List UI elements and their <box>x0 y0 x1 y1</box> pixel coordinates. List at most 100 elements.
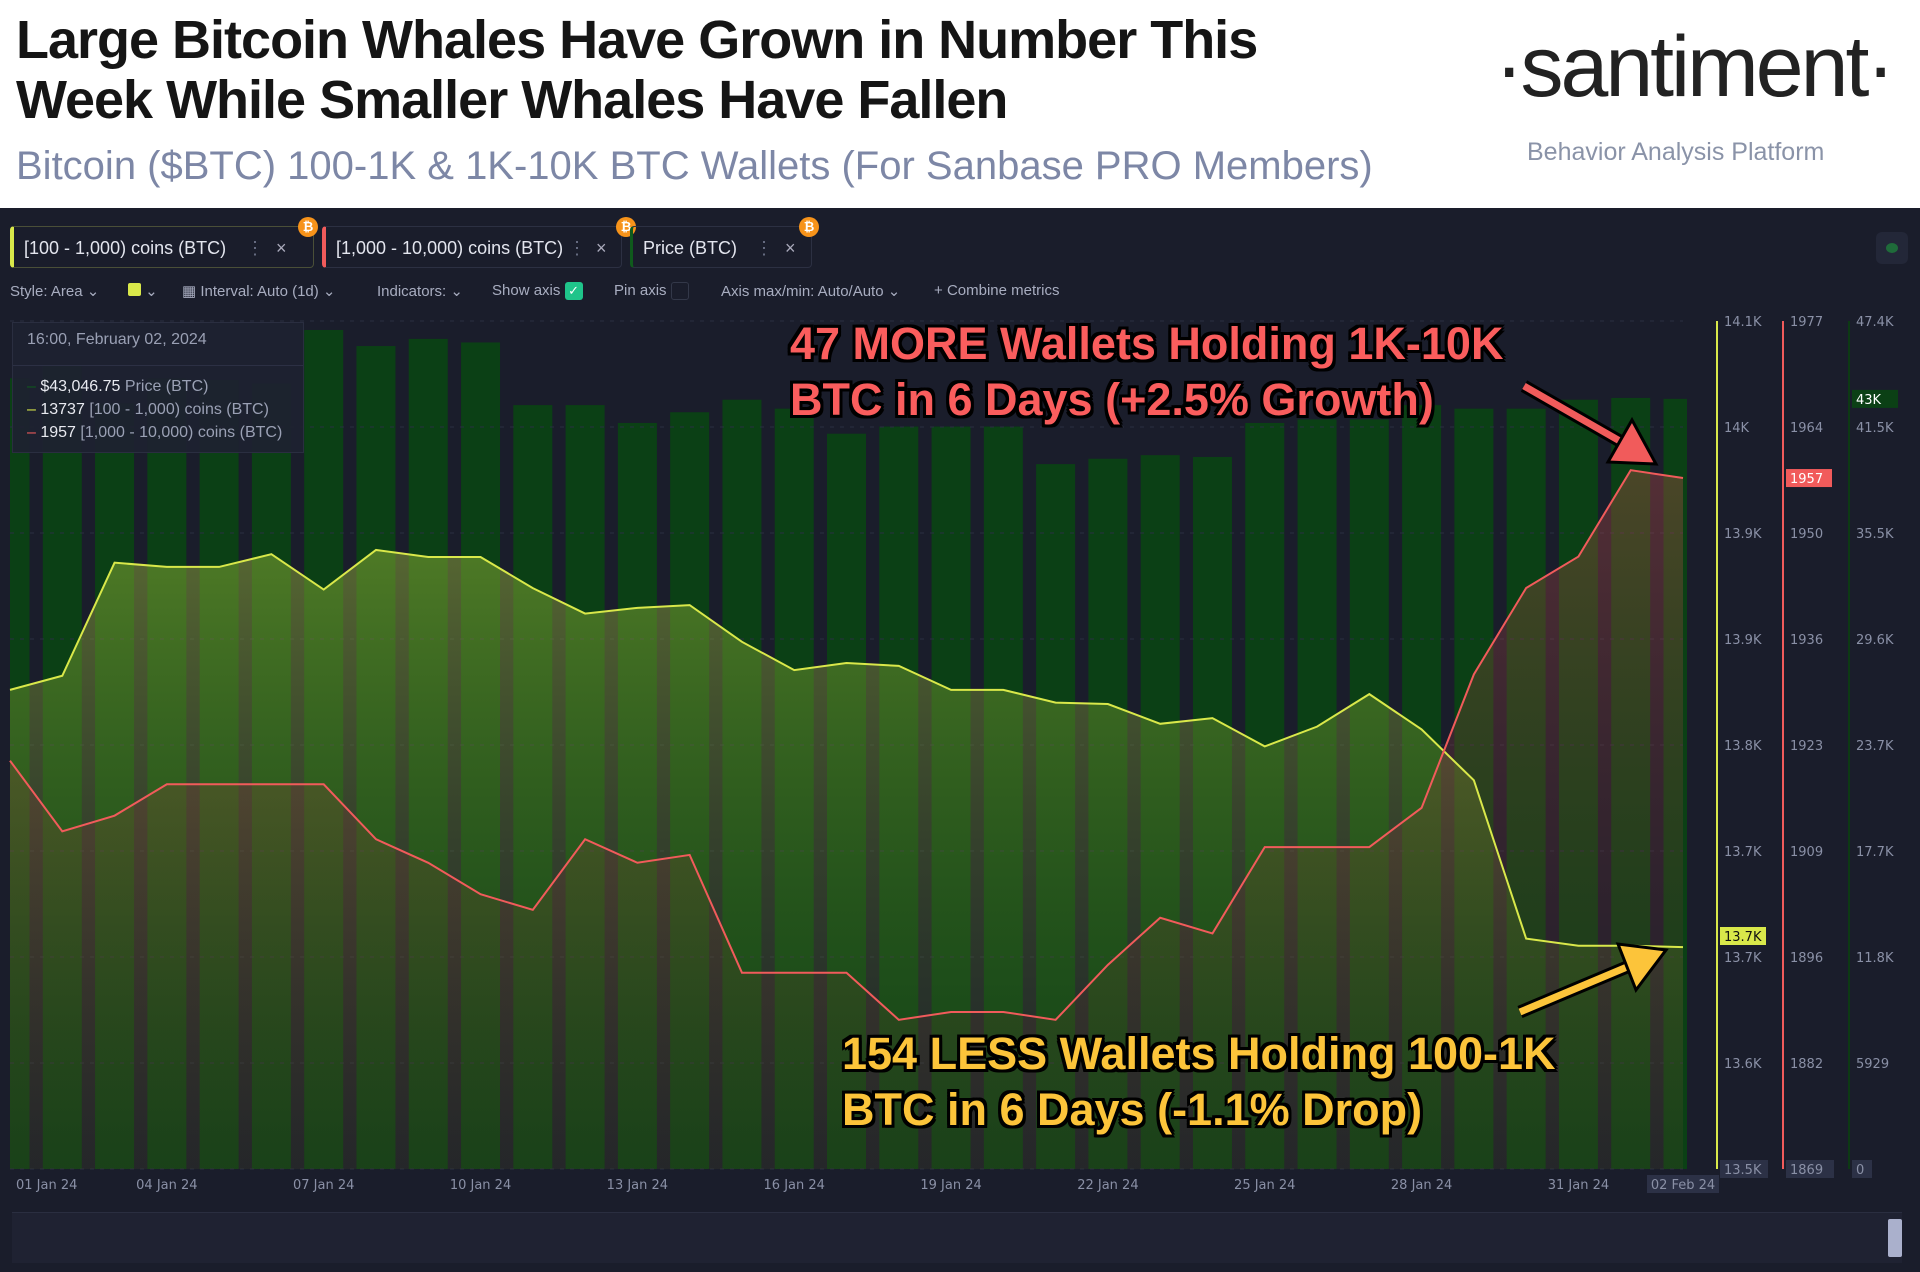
annotation-small-whales: 154 LESS Wallets Holding 100-1K BTC in 6 … <box>842 1028 1556 1135</box>
page-subtitle: Bitcoin ($BTC) 100-1K & 1K-10K BTC Walle… <box>16 144 1373 188</box>
x-tick-label: 28 Jan 24 <box>1391 1178 1452 1193</box>
chart-tooltip: 16:00, February 02, 2024 – $43,046.75 Pr… <box>12 322 304 453</box>
axis-tick-label: 1964 <box>1790 421 1823 436</box>
axis-tick-label: 13.6K <box>1724 1057 1762 1072</box>
price-bar <box>251 383 291 1169</box>
x-tick-label: 07 Jan 24 <box>293 1178 354 1193</box>
x-tick-label: 10 Jan 24 <box>450 1178 511 1193</box>
pin-axis-toggle[interactable]: Pin axis <box>614 282 689 301</box>
tooltip-row-price: – $43,046.75 Price (BTC) <box>27 378 209 395</box>
status-button[interactable] <box>1876 232 1908 264</box>
price-bar <box>513 405 553 1170</box>
more-options-icon[interactable]: ⋮ <box>246 238 264 258</box>
axis-tick-label: 1909 <box>1790 845 1823 860</box>
price-bar <box>95 403 135 1169</box>
calendar-icon: ▦ <box>182 283 197 300</box>
close-icon[interactable]: × <box>276 238 287 258</box>
divider <box>13 365 303 366</box>
x-tick-label: 16 Jan 24 <box>764 1178 825 1193</box>
tab-metric-100-1000[interactable]: [100 - 1,000) coins (BTC) ⋮ × ₿ <box>10 217 318 268</box>
price-bar <box>356 346 396 1170</box>
axis-current-label: 1957 <box>1790 472 1823 487</box>
x-tick-label: 31 Jan 24 <box>1548 1178 1609 1193</box>
show-axis-toggle[interactable]: Show axis ✓ <box>492 282 583 300</box>
navigator-handle[interactable] <box>1888 1219 1902 1257</box>
close-icon[interactable]: × <box>785 238 796 258</box>
combine-metrics-button[interactable]: + Combine metrics <box>934 282 1060 299</box>
tab-metric-1000-10000[interactable]: [1,000 - 10,000) coins (BTC) ⋮ × ₿ <box>322 217 636 268</box>
price-bar <box>147 378 187 1170</box>
bitcoin-icon: ₿ <box>298 217 318 237</box>
large-whales-line <box>9 469 1684 1021</box>
x-tick-label: 25 Jan 24 <box>1234 1178 1295 1193</box>
more-options-icon[interactable]: ⋮ <box>755 238 773 258</box>
axis-current-badge <box>1852 389 1898 408</box>
axis-min-bg <box>1852 1160 1872 1178</box>
axis-tick-label: 1896 <box>1790 951 1823 966</box>
title-line-2: Week While Smaller Whales Have Fallen <box>16 70 1008 130</box>
santiment-logo: ·santiment· <box>1494 19 1895 115</box>
tab-label: [1,000 - 10,000) coins (BTC) <box>336 238 564 258</box>
x-tick-highlight <box>1647 1175 1719 1193</box>
status-dot-icon <box>1886 243 1898 253</box>
checkbox-checked-icon[interactable]: ✓ <box>564 282 583 300</box>
axis-min-bg <box>1786 1160 1834 1178</box>
price-bar <box>10 378 30 1170</box>
tooltip-date: 16:00, February 02, 2024 <box>27 331 207 348</box>
tooltip-row-1000-10000: – 1957 [1,000 - 10,000) coins (BTC) <box>27 424 283 441</box>
axis-tick-label: 13.9K <box>1724 633 1762 648</box>
close-icon[interactable]: × <box>596 238 607 258</box>
axis-tick-label: 23.7K <box>1856 739 1894 754</box>
axis-tick-label: 29.6K <box>1856 633 1894 648</box>
x-tick-label: 01 Jan 24 <box>16 1178 77 1193</box>
x-tick-label: 22 Jan 24 <box>1077 1178 1138 1193</box>
x-tick-label: 04 Jan 24 <box>136 1178 197 1193</box>
color-picker[interactable]: ⌄ <box>128 282 158 300</box>
axis-tick-label: 17.7K <box>1856 845 1894 860</box>
page-title: Large Bitcoin Whales Have Grown in Numbe… <box>16 10 1436 130</box>
header: Large Bitcoin Whales Have Grown in Numbe… <box>0 0 1920 208</box>
axis-maxmin-dropdown[interactable]: Axis max/min: Auto/Auto ⌄ <box>721 283 901 300</box>
axis-tick-label: 13.7K <box>1724 845 1762 860</box>
axis-current-label: 43K <box>1856 393 1882 408</box>
price-bar <box>1558 399 1598 1169</box>
axis-tick-label: 1869 <box>1790 1163 1823 1178</box>
axis-tick-label: 1977 <box>1790 315 1823 330</box>
tab-label: Price (BTC) <box>643 238 737 258</box>
title-line-1: Large Bitcoin Whales Have Grown in Numbe… <box>16 10 1258 70</box>
x-tick-label: 02 Feb 24 <box>1651 1178 1715 1193</box>
axis-tick-label: 47.4K <box>1856 315 1894 330</box>
price-bar <box>199 380 239 1169</box>
axis-tick-label: 13.7K <box>1724 951 1762 966</box>
indicators-dropdown[interactable]: Indicators: ⌄ <box>377 283 463 300</box>
axis-current-label: 13.7K <box>1724 930 1762 945</box>
axis-min-bg <box>1720 1160 1768 1178</box>
annotation-large-whales: 47 MORE Wallets Holding 1K-10K BTC in 6 D… <box>790 318 1504 425</box>
bitcoin-icon: ₿ <box>799 217 819 237</box>
price-bar <box>670 412 710 1170</box>
style-dropdown[interactable]: Style: Area ⌄ <box>10 283 100 300</box>
price-bar <box>304 329 344 1169</box>
tab-metric-price[interactable]: Price (BTC) ⋮ × ₿ <box>630 217 819 268</box>
interval-dropdown[interactable]: ▦ Interval: Auto (1d) ⌄ <box>182 283 336 300</box>
price-bar <box>408 338 448 1170</box>
x-tick-label: 19 Jan 24 <box>920 1178 981 1193</box>
tooltip-row-100-1000: – 13737 [100 - 1,000) coins (BTC) <box>27 401 269 418</box>
axis-tick-label: 1950 <box>1790 527 1823 542</box>
axis-tick-label: 5929 <box>1856 1057 1889 1072</box>
more-options-icon[interactable]: ⋮ <box>568 238 586 258</box>
x-tick-label: 13 Jan 24 <box>607 1178 668 1193</box>
red-arrow-icon <box>1520 380 1659 466</box>
price-bar <box>42 365 82 1170</box>
axis-current-badge <box>1786 469 1832 488</box>
time-navigator[interactable] <box>12 1212 1902 1263</box>
axis-tick-label: 14.1K <box>1724 315 1762 330</box>
axis-current-badge <box>1720 927 1766 945</box>
price-bar <box>1611 397 1651 1169</box>
axis-tick-label: 11.8K <box>1856 951 1894 966</box>
axis-tick-label: 1936 <box>1790 633 1823 648</box>
yellow-arrow-icon <box>1517 942 1669 1018</box>
axis-tick-label: 35.5K <box>1856 527 1894 542</box>
checkbox-unchecked-icon[interactable] <box>670 282 689 301</box>
axis-tick-label: 14K <box>1724 421 1750 436</box>
